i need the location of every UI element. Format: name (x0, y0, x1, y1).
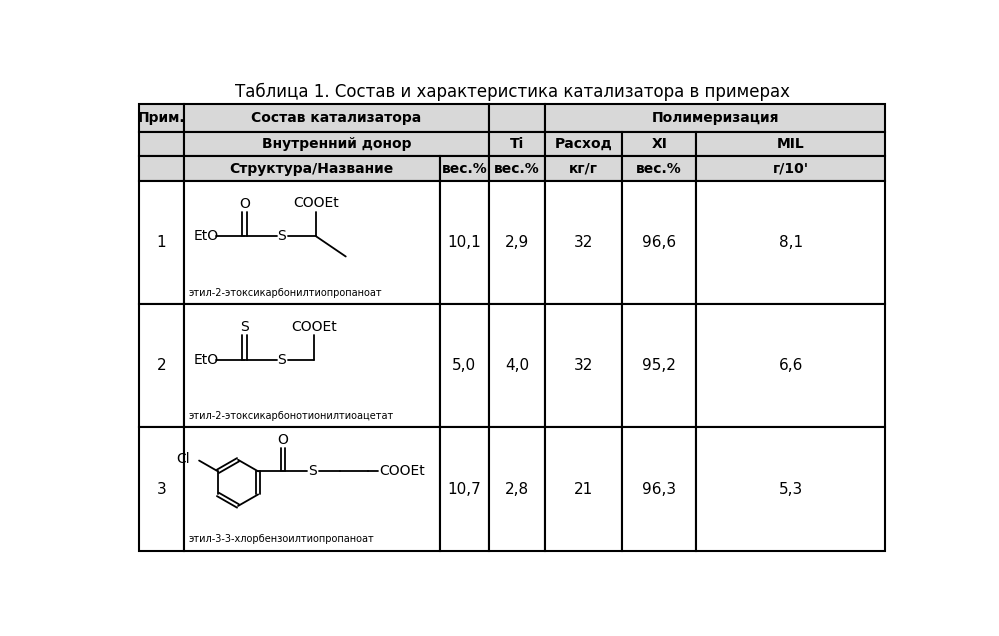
FancyBboxPatch shape (622, 427, 696, 551)
FancyBboxPatch shape (696, 156, 885, 181)
FancyBboxPatch shape (490, 104, 544, 132)
FancyBboxPatch shape (440, 427, 490, 551)
Text: Прим.: Прим. (138, 111, 185, 125)
FancyBboxPatch shape (696, 427, 885, 551)
FancyBboxPatch shape (184, 156, 440, 181)
Text: Состав катализатора: Состав катализатора (252, 111, 422, 125)
FancyBboxPatch shape (184, 427, 440, 551)
Text: EtO: EtO (194, 230, 219, 244)
FancyBboxPatch shape (622, 181, 696, 304)
Text: EtO: EtO (194, 353, 219, 367)
FancyBboxPatch shape (490, 132, 544, 156)
FancyBboxPatch shape (139, 181, 184, 304)
FancyBboxPatch shape (696, 181, 885, 304)
FancyBboxPatch shape (544, 181, 622, 304)
Text: COOEt: COOEt (294, 197, 340, 211)
Text: XI: XI (651, 137, 667, 151)
FancyBboxPatch shape (544, 427, 622, 551)
Text: 5,3: 5,3 (778, 481, 803, 497)
Text: этил-3-3-хлорбензоилтиопропаноат: этил-3-3-хлорбензоилтиопропаноат (189, 534, 375, 544)
Text: вес.%: вес.% (495, 162, 539, 176)
FancyBboxPatch shape (440, 181, 490, 304)
FancyBboxPatch shape (622, 304, 696, 427)
Text: Ti: Ti (509, 137, 524, 151)
Text: 6,6: 6,6 (778, 358, 803, 373)
Text: 32: 32 (574, 358, 593, 373)
Text: 2: 2 (157, 358, 166, 373)
Text: 2,8: 2,8 (504, 481, 529, 497)
Text: вес.%: вес.% (636, 162, 682, 176)
Text: г/10': г/10' (772, 162, 808, 176)
FancyBboxPatch shape (622, 132, 696, 156)
FancyBboxPatch shape (139, 156, 184, 181)
Text: 2,9: 2,9 (504, 235, 529, 250)
Text: вес.%: вес.% (442, 162, 488, 176)
Text: O: O (278, 432, 289, 446)
Text: 5,0: 5,0 (453, 358, 477, 373)
FancyBboxPatch shape (184, 304, 440, 427)
FancyBboxPatch shape (490, 181, 544, 304)
FancyBboxPatch shape (544, 132, 622, 156)
Text: COOEt: COOEt (380, 464, 426, 478)
Text: 21: 21 (574, 481, 593, 497)
Text: этил-2-этоксикарбонилтиопропаноат: этил-2-этоксикарбонилтиопропаноат (189, 288, 382, 298)
FancyBboxPatch shape (440, 156, 490, 181)
Text: S: S (277, 353, 286, 367)
Text: 96,3: 96,3 (642, 481, 676, 497)
Text: S: S (308, 464, 317, 478)
FancyBboxPatch shape (622, 156, 696, 181)
FancyBboxPatch shape (544, 156, 622, 181)
FancyBboxPatch shape (490, 427, 544, 551)
FancyBboxPatch shape (544, 304, 622, 427)
Text: Cl: Cl (176, 452, 190, 466)
Text: 1: 1 (157, 235, 166, 250)
Text: COOEt: COOEt (291, 319, 337, 333)
Text: S: S (277, 230, 286, 244)
Text: этил-2-этоксикарбонотионилтиоацетат: этил-2-этоксикарбонотионилтиоацетат (189, 411, 394, 421)
FancyBboxPatch shape (184, 132, 490, 156)
Text: S: S (240, 319, 249, 333)
FancyBboxPatch shape (440, 304, 490, 427)
Text: 95,2: 95,2 (642, 358, 676, 373)
FancyBboxPatch shape (544, 104, 885, 132)
Text: 10,1: 10,1 (448, 235, 482, 250)
FancyBboxPatch shape (490, 304, 544, 427)
Text: 96,6: 96,6 (642, 235, 676, 250)
FancyBboxPatch shape (696, 304, 885, 427)
Text: Полимеризация: Полимеризация (651, 111, 779, 125)
Text: Внутренний донор: Внутренний донор (262, 137, 412, 151)
Text: Структура/Название: Структура/Название (230, 162, 394, 176)
Text: O: O (239, 197, 250, 211)
FancyBboxPatch shape (139, 427, 184, 551)
Text: 10,7: 10,7 (448, 481, 482, 497)
Text: 32: 32 (574, 235, 593, 250)
FancyBboxPatch shape (184, 104, 490, 132)
FancyBboxPatch shape (139, 304, 184, 427)
Text: 4,0: 4,0 (504, 358, 529, 373)
Text: 8,1: 8,1 (778, 235, 802, 250)
FancyBboxPatch shape (139, 132, 184, 156)
Text: кг/г: кг/г (569, 162, 598, 176)
Text: Расход: Расход (554, 137, 612, 151)
Text: Таблица 1. Состав и характеристика катализатора в примерах: Таблица 1. Состав и характеристика катал… (235, 83, 790, 101)
FancyBboxPatch shape (696, 132, 885, 156)
FancyBboxPatch shape (139, 104, 184, 132)
Text: 3: 3 (157, 481, 166, 497)
FancyBboxPatch shape (184, 181, 440, 304)
Text: MIL: MIL (777, 137, 804, 151)
FancyBboxPatch shape (490, 156, 544, 181)
